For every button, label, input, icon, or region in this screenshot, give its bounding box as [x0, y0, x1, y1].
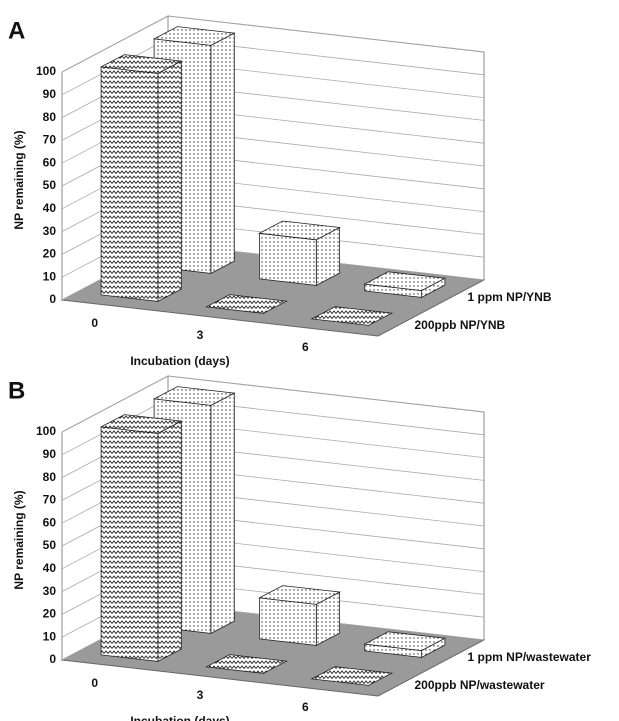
panel-label: B [8, 377, 25, 404]
bar-front [100, 66, 159, 302]
bar [99, 414, 183, 663]
y-tick-label: 70 [43, 133, 57, 147]
y-axis-label: NP remaining (%) [12, 490, 26, 589]
y-tick-label: 40 [43, 201, 57, 215]
bar [205, 654, 288, 674]
y-tick-label: 80 [43, 470, 57, 484]
y-tick-label: 90 [43, 447, 57, 461]
x-tick-label: 3 [197, 328, 204, 342]
bar-side [157, 420, 182, 663]
bar-front [100, 426, 159, 662]
bar-side [210, 32, 235, 275]
legend-label: 1 ppm NP/YNB [468, 290, 552, 304]
y-tick-label: 40 [43, 561, 57, 575]
bar-top [258, 220, 341, 241]
bar-top [205, 654, 288, 674]
bar-top [258, 585, 341, 605]
bar-top [99, 54, 183, 74]
bar [363, 271, 447, 299]
grid-line [61, 15, 485, 73]
y-tick-label: 30 [43, 584, 57, 598]
x-tick-label: 0 [91, 316, 98, 330]
x-tick-label: 3 [197, 688, 204, 702]
y-tick-label: 50 [43, 538, 57, 552]
panel-label: A [8, 17, 25, 44]
x-tick-label: 0 [91, 676, 98, 690]
y-tick-label: 50 [43, 178, 57, 192]
y-tick-label: 20 [43, 607, 57, 621]
bar [205, 294, 288, 314]
legend-label: 200ppb NP/wastewater [415, 678, 545, 692]
grid-line [61, 375, 485, 433]
y-tick-label: 60 [43, 155, 57, 169]
bar-top [152, 26, 236, 46]
y-tick-label: 10 [43, 629, 57, 643]
bar [310, 666, 394, 686]
x-tick-label: 6 [302, 340, 309, 354]
y-tick-label: 60 [43, 515, 57, 529]
bar-front [258, 232, 317, 286]
bar-top [310, 306, 394, 326]
bar [310, 306, 394, 326]
bar-top [363, 631, 447, 652]
bar-top [152, 386, 236, 406]
bar-top [363, 271, 447, 292]
bar-side [210, 392, 235, 635]
y-tick-label: 0 [49, 652, 56, 666]
y-tick-label: 20 [43, 247, 57, 261]
y-tick-label: 90 [43, 87, 57, 101]
legend-label: 200ppb NP/YNB [415, 318, 506, 332]
bar-top [205, 294, 288, 314]
x-tick-label: 6 [302, 700, 309, 714]
bar-top [99, 414, 183, 434]
bar [363, 631, 447, 659]
legend-label: 1 ppm NP/wastewater [468, 650, 592, 664]
y-tick-label: 70 [43, 493, 57, 507]
bar [99, 54, 183, 303]
y-tick-label: 0 [49, 292, 56, 306]
bar-top [310, 666, 394, 686]
x-axis-label: Incubation (days) [130, 714, 229, 721]
y-axis-label: NP remaining (%) [12, 130, 26, 229]
bar-side [157, 60, 182, 303]
x-axis-label: Incubation (days) [130, 354, 229, 368]
bar [258, 220, 341, 287]
y-tick-label: 100 [36, 64, 56, 78]
y-tick-label: 100 [36, 424, 56, 438]
y-tick-label: 80 [43, 110, 57, 124]
y-tick-label: 30 [43, 224, 57, 238]
bar [258, 585, 341, 647]
y-tick-label: 10 [43, 269, 57, 283]
bar-front [258, 597, 317, 646]
